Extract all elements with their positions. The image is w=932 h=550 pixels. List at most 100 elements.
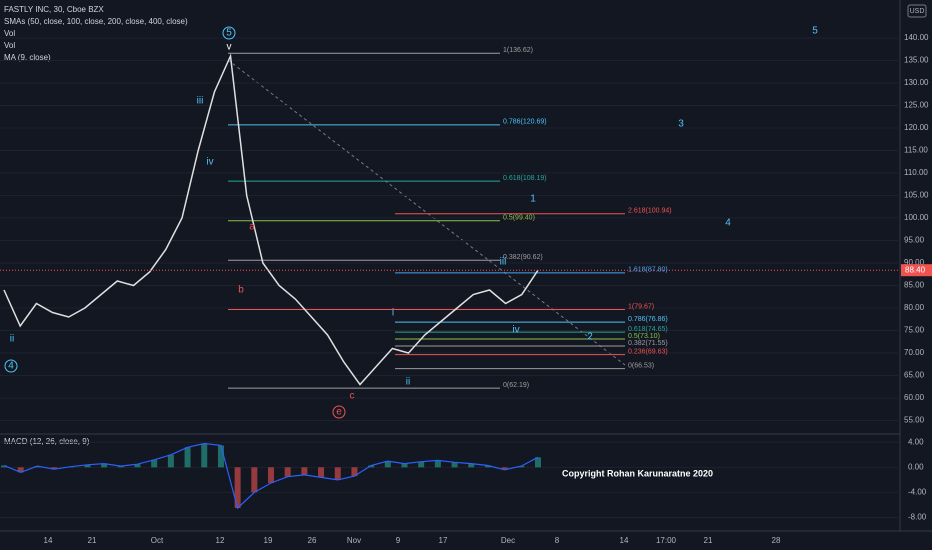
wave-label: e (336, 407, 342, 418)
x-tick-label: 17:00 (656, 536, 677, 545)
macd-tick-label: 0.00 (908, 462, 924, 471)
wave-label: ii (10, 334, 14, 345)
wave-label: 5 (226, 28, 232, 39)
macd-bar (51, 467, 58, 470)
macd-bar (134, 464, 141, 468)
y-tick-label: 135.00 (904, 56, 929, 65)
fib-label: 1(79.67) (628, 303, 654, 310)
fib-label: 0.382(90.62) (503, 254, 543, 261)
last-price-box (901, 264, 932, 277)
wave-label: 4 (725, 218, 731, 229)
fib-label: 0.5(99.40) (503, 215, 535, 222)
macd-bar (418, 461, 425, 468)
wave-circle (4, 359, 18, 373)
fib-label: 0.618(108.19) (503, 175, 547, 182)
macd-bar (318, 467, 325, 478)
y-tick-label: 115.00 (904, 146, 928, 155)
y-tick-label: 65.00 (904, 371, 925, 380)
macd-bar (351, 467, 358, 477)
fib-label: 1.618(87.80) (628, 267, 668, 274)
fib-label: 0.236(69.63) (628, 349, 668, 356)
macd-bar (501, 467, 508, 470)
macd-bar (101, 463, 108, 468)
indicator: Vol (4, 41, 15, 50)
macd-bar (384, 461, 391, 468)
macd-tick-label: -4.00 (908, 488, 927, 497)
fib-label: 0(66.53) (628, 362, 654, 369)
copyright: Copyright Rohan Karunaratne 2020 (562, 468, 713, 478)
y-tick-label: 105.00 (904, 191, 929, 200)
last-price-label: 88.40 (905, 265, 926, 274)
wave-label: b (238, 285, 244, 296)
macd-bar (468, 463, 475, 468)
macd-bar (217, 445, 224, 468)
macd-bar (284, 467, 291, 477)
macd-bar (17, 467, 24, 473)
wave-label: iii (197, 96, 204, 107)
macd-bar (434, 460, 441, 468)
wave-circle (222, 26, 236, 40)
y-tick-label: 120.00 (904, 123, 929, 132)
chart-title: FASTLY INC, 30, Cboe BZX (4, 5, 104, 14)
x-tick-label: 9 (396, 536, 401, 545)
macd-bar (201, 443, 208, 468)
wave-label: a (249, 222, 255, 233)
currency: USD (910, 8, 925, 15)
wave-label: 3 (678, 119, 684, 130)
y-tick-label: 70.00 (904, 348, 925, 357)
y-tick-label: 110.00 (904, 168, 928, 177)
y-tick-label: 90.00 (904, 258, 925, 267)
macd-bar (84, 464, 91, 468)
y-tick-label: 55.00 (904, 416, 925, 425)
x-tick-label: 8 (555, 536, 560, 545)
macd-bar (184, 447, 191, 468)
fib-label: 0(62.19) (503, 382, 529, 389)
wave-label: iii (500, 257, 507, 268)
fib-label: 1(136.62) (503, 47, 533, 54)
wave-label: 2 (587, 332, 593, 343)
wave-label: c (350, 391, 355, 402)
wave-label: iv (206, 157, 213, 168)
price-line (3, 53, 539, 386)
fib-label: 0.382(71.55) (628, 340, 668, 347)
x-tick-label: Nov (347, 536, 361, 545)
macd-bar (535, 457, 541, 468)
indicator: Vol (4, 29, 15, 38)
indicator: MA (9, close) (4, 53, 51, 62)
wave-circle (332, 405, 346, 419)
macd-bar (334, 467, 341, 480)
x-tick-label: 21 (704, 536, 713, 545)
macd-bar (484, 465, 491, 468)
x-tick-label: 19 (264, 536, 273, 545)
macd-bar (117, 466, 124, 468)
x-tick-label: 28 (772, 536, 781, 545)
wave-label: 5 (812, 26, 818, 37)
macd-bar (401, 463, 408, 468)
y-tick-label: 130.00 (904, 78, 929, 87)
indicator: SMAs (50, close, 100, close, 200, close,… (4, 17, 188, 26)
y-tick-label: 60.00 (904, 393, 925, 402)
x-tick-label: Dec (501, 536, 515, 545)
x-tick-label: 26 (308, 536, 317, 545)
x-tick-label: 17 (439, 536, 448, 545)
y-tick-label: 75.00 (904, 326, 925, 335)
y-tick-label: 125.00 (904, 101, 929, 110)
fib-label: 0.618(74.65) (628, 326, 668, 333)
macd-bar (301, 467, 308, 475)
macd-tick-label: -8.00 (908, 513, 927, 522)
macd-title: MACD (12, 26, close, 9) (4, 437, 90, 446)
macd-bar (451, 462, 458, 468)
wave-label: 1 (530, 194, 536, 205)
x-tick-label: 14 (620, 536, 629, 545)
macd-bar (1, 465, 7, 468)
x-tick-label: 21 (88, 536, 97, 545)
macd-bar (167, 454, 174, 468)
y-tick-label: 100.00 (904, 213, 929, 222)
wave-label: v (227, 42, 232, 53)
fib-label: 0.5(73.10) (628, 333, 660, 340)
x-tick-label: 12 (216, 536, 225, 545)
wave-label: i (392, 308, 394, 319)
wave-label: iv (512, 325, 519, 336)
macd-line (3, 442, 539, 510)
